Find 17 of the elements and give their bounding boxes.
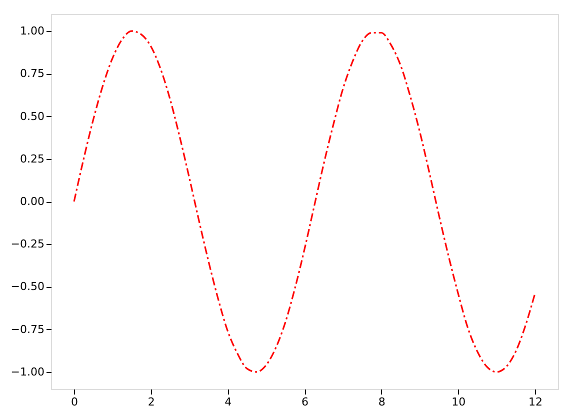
- y-tick-label: 0.00: [20, 195, 44, 208]
- x-tick-label: 2: [148, 396, 155, 408]
- y-tick-label: 1.00: [20, 24, 44, 38]
- x-tick-label: 12: [528, 396, 542, 408]
- y-tick-label: 0.50: [20, 110, 44, 123]
- line-series: [73, 30, 536, 373]
- y-tick-label: −1.00: [10, 365, 44, 378]
- x-tick-label: 6: [302, 396, 308, 408]
- y-tick-label: −0.50: [10, 280, 44, 294]
- x-tick-label: 10: [452, 396, 466, 408]
- x-tick-label: 0: [71, 396, 78, 408]
- x-tick-label: 4: [224, 396, 232, 408]
- x-tick-label: 8: [378, 396, 386, 408]
- y-tick-label: 0.75: [20, 67, 44, 80]
- y-tick-label: −0.75: [10, 322, 44, 336]
- y-tick-label: 0.25: [20, 152, 44, 166]
- y-tick-label: −0.25: [10, 238, 44, 251]
